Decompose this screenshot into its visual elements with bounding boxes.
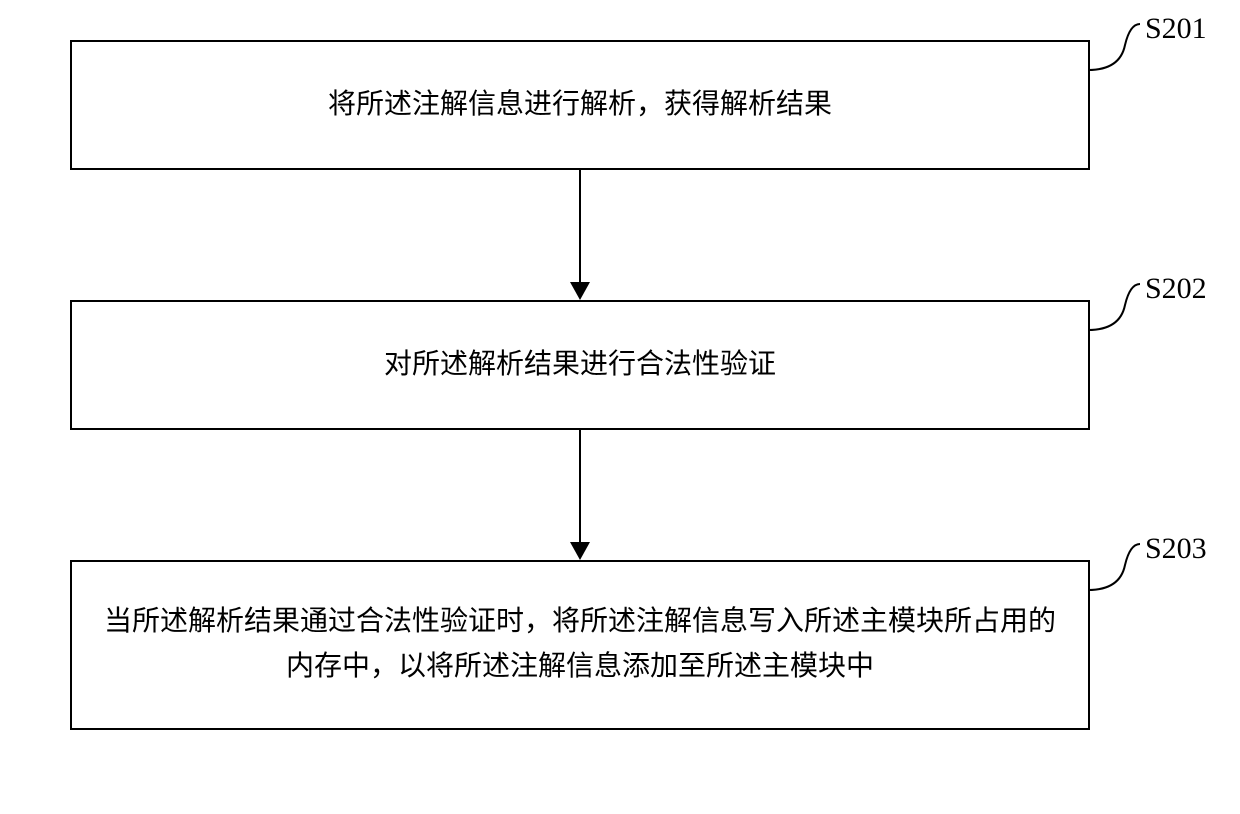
connector-curve xyxy=(1085,540,1145,600)
flow-label-s201: S201 xyxy=(1145,12,1207,46)
flow-node-s203: 当所述解析结果通过合法性验证时，将所述注解信息写入所述主模块所占用的内存中，以将… xyxy=(70,560,1090,730)
arrow-line xyxy=(579,170,581,282)
flow-node-text: 对所述解析结果进行合法性验证 xyxy=(384,343,776,388)
flow-node-text: 将所述注解信息进行解析，获得解析结果 xyxy=(328,83,832,128)
flow-node-text: 当所述解析结果通过合法性验证时，将所述注解信息写入所述主模块所占用的内存中，以将… xyxy=(102,600,1058,690)
flow-label-s203: S203 xyxy=(1145,532,1207,566)
flowchart-canvas: 将所述注解信息进行解析，获得解析结果 S201 对所述解析结果进行合法性验证 S… xyxy=(0,0,1240,814)
arrow-line xyxy=(579,430,581,542)
connector-curve xyxy=(1085,20,1145,80)
arrow-head-icon xyxy=(570,542,590,560)
flow-node-s202: 对所述解析结果进行合法性验证 xyxy=(70,300,1090,430)
flow-node-s201: 将所述注解信息进行解析，获得解析结果 xyxy=(70,40,1090,170)
flow-label-s202: S202 xyxy=(1145,272,1207,306)
connector-curve xyxy=(1085,280,1145,340)
arrow-head-icon xyxy=(570,282,590,300)
